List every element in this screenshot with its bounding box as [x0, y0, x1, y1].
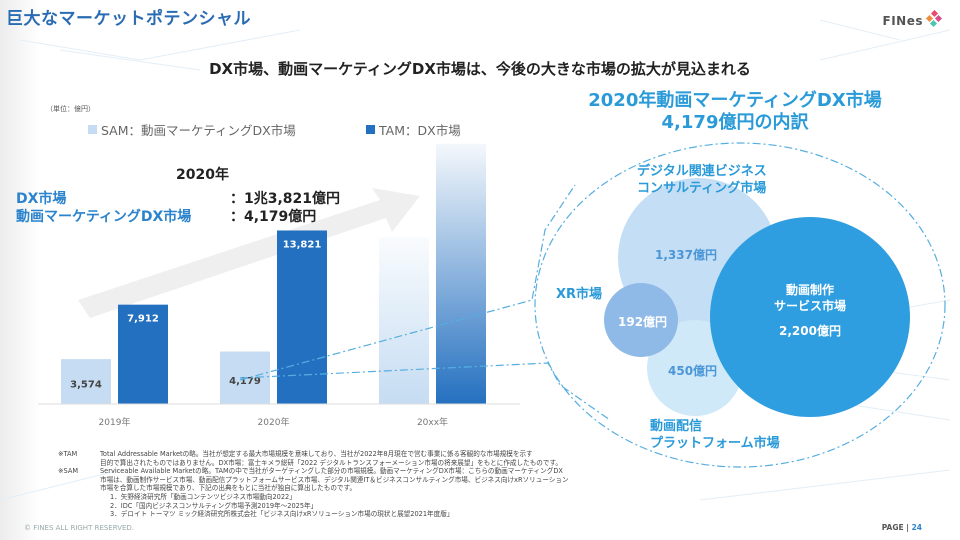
footnotes: ※TAM Total Addressable Marketの略。当社が想定する最…: [58, 450, 569, 519]
bubble-video-production: [710, 217, 910, 417]
note-sam: ※SAM Serviceable Available Marketの略。TAMの…: [58, 467, 569, 476]
bar-value-label: 7,912: [127, 314, 159, 325]
summary-label: 動画マーケティングDX市場: [16, 209, 192, 225]
x-tick-label: 2019年: [99, 416, 131, 428]
note-tam: ※TAM Total Addressable Marketの略。当社が想定する最…: [58, 450, 569, 459]
legend-swatch-tam: [366, 125, 375, 134]
label-line: XR市場: [556, 287, 603, 302]
note-text: 市場は、動画制作サービス市場、動画配信プラットフォームサービス市場、デジタル関連…: [100, 475, 569, 484]
label-line: デジタル関連ビジネス: [637, 164, 767, 179]
legend-item-sam: SAM：動画マーケティングDX市場: [88, 120, 296, 139]
label-video-production: 動画制作 サービス市場: [760, 282, 860, 314]
note-tag: ※TAM: [58, 450, 78, 458]
note-text: Total Addressable Marketの略。当社が想定する最大市場規模…: [100, 450, 533, 458]
page-number-value: 24: [911, 523, 922, 532]
legend-label-tam: TAM：DX市場: [379, 123, 461, 138]
value-video-production: 2,200億円: [779, 324, 841, 338]
bar-tam-2020年: [277, 230, 327, 404]
label-platform: 動画配信 プラットフォーム市場: [650, 418, 780, 452]
label-consulting: デジタル関連ビジネス コンサルティング市場: [637, 163, 767, 197]
x-tick-label: 2020年: [258, 416, 290, 428]
label-line: サービス市場: [773, 299, 846, 313]
label-line: コンサルティング市場: [637, 181, 767, 196]
source-item: 3．デロイト トーマツ ミック経済研究所株式会社「ビジネス向けxRソリューション…: [110, 510, 454, 519]
note-text: Serviceable Available Marketの略。TAMの中で当社が…: [100, 467, 563, 476]
page-title: 巨大なマーケットポテンシャル: [6, 9, 251, 29]
note-text: 目的で算出されたものではありません。DX市場：富士キメラ総研「2022 デジタル…: [100, 458, 563, 467]
bar-tam-2019年: [118, 304, 168, 404]
breakdown-title: 2020年動画マーケティングDX市場 4,179億円の内訳: [545, 90, 925, 134]
copyright: © FINES ALL RIGHT RESERVED.: [24, 524, 135, 532]
note-text: 市場を合算した市場規模であり、下記の出典をもとに当社が独自に算出したものです。: [100, 484, 357, 493]
legend-swatch-sam: [88, 125, 97, 134]
summary-label: DX市場: [16, 191, 67, 207]
connector-line-upper: [239, 184, 576, 381]
label-line: プラットフォーム市場: [650, 436, 780, 451]
logo-mark-icon: [925, 10, 942, 28]
fines-logo: FINes: [882, 10, 942, 28]
page-number: PAGE | 24: [882, 523, 922, 532]
breakdown-title-line2: 4,179億円の内訳: [661, 112, 809, 133]
logo-text: FINes: [882, 14, 923, 28]
background-gradient: [0, 0, 40, 540]
source-item: 1．矢野経済研究所「動画コンテンツビジネス市場動向2022」: [110, 492, 296, 501]
legend-label-sam: SAM：動画マーケティングDX市場: [101, 123, 296, 138]
label-xr: XR市場: [556, 286, 602, 303]
breakdown-boundary: [534, 142, 946, 468]
bubble-xr: [604, 283, 678, 357]
bar-value-label: 4,179: [229, 376, 261, 387]
headline: DX市場、動画マーケティングDX市場は、今後の大きな市場の拡大が見込まれる: [209, 60, 751, 78]
connector-line-lower: [239, 362, 611, 421]
label-line: 動画配信: [650, 419, 703, 434]
summary-value: ：1兆3,821億円: [230, 191, 341, 207]
value-platform: 450億円: [668, 364, 718, 378]
value-consulting: 1,337億円: [655, 248, 717, 262]
page-label: PAGE |: [881, 523, 912, 532]
legend-item-tam: TAM：DX市場: [366, 120, 461, 139]
note-tag: ※SAM: [58, 467, 79, 476]
bar-sam-20xx年: [379, 237, 429, 404]
summary-value: ：4,179億円: [230, 209, 317, 225]
bar-tam-20xx年: [436, 143, 486, 404]
bar-sam-2019年: [61, 359, 111, 404]
label-line: 動画制作: [785, 283, 834, 297]
x-tick-label: 20xx年: [417, 416, 448, 428]
summary-year: 2020年: [176, 167, 229, 183]
bar-value-label: 13,821: [283, 239, 322, 250]
unit-label: （単位：億円）: [46, 105, 95, 113]
growth-arrow: [78, 188, 420, 318]
bar-value-label: 3,574: [70, 380, 102, 391]
breakdown-title-line1: 2020年動画マーケティングDX市場: [588, 90, 882, 111]
value-xr: 192億円: [618, 315, 668, 329]
source-item: 2．IDC「国内ビジネスコンサルティング市場予測2019年～2025年」: [110, 501, 318, 510]
